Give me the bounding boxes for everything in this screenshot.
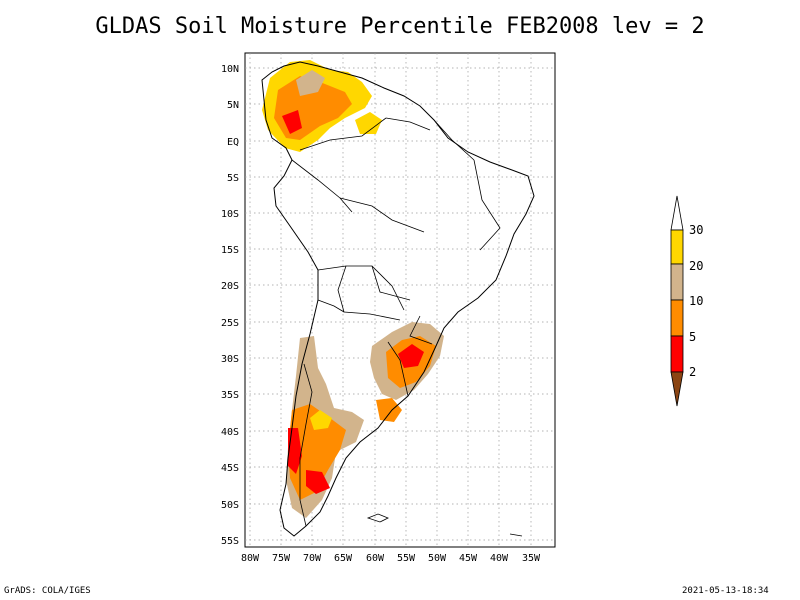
timestamp: 2021-05-13-18:34 (682, 586, 769, 596)
lat-label: 20S (221, 281, 239, 292)
legend-label: 30 (689, 223, 703, 237)
lon-label: 50W (428, 553, 447, 564)
lat-label: 45S (221, 463, 239, 474)
legend-swatch-5-10 (670, 299, 684, 337)
percentile-shading (262, 60, 444, 518)
lat-label: 5N (227, 100, 239, 111)
lon-label: 80W (241, 553, 260, 564)
legend-swatch-20-30 (670, 229, 684, 265)
color-legend (670, 195, 684, 407)
legend-swatch-10-20 (670, 263, 684, 301)
lon-label: 40W (490, 553, 509, 564)
legend-label: 10 (689, 294, 703, 308)
falkland-islands (366, 513, 389, 523)
lon-label: 75W (272, 553, 291, 564)
grads-credit: GrADS: COLA/IGES (4, 586, 91, 596)
lat-label: 25S (221, 318, 239, 329)
south-america-coastline (261, 61, 535, 537)
legend-label: 20 (689, 259, 703, 273)
lat-label: 15S (221, 245, 239, 256)
lat-label: 10S (221, 209, 239, 220)
lat-label: 35S (221, 390, 239, 401)
lon-label: 35W (522, 553, 541, 564)
lon-label: 45W (459, 553, 478, 564)
lon-label: 65W (334, 553, 353, 564)
south-georgia (509, 533, 523, 537)
lat-label: EQ (227, 137, 239, 148)
legend-label: 5 (689, 330, 696, 344)
lat-label: 55S (221, 536, 239, 547)
lon-label: 70W (303, 553, 322, 564)
lat-label: 50S (221, 500, 239, 511)
lon-label: 60W (366, 553, 385, 564)
legend-label: 2 (689, 365, 696, 379)
legend-swatch-2-5 (670, 335, 684, 373)
country-borders (291, 117, 501, 527)
map-title: GLDAS Soil Moisture Percentile FEB2008 l… (95, 14, 705, 39)
lat-label: 40S (221, 427, 239, 438)
lat-label: 30S (221, 354, 239, 365)
lat-label: 10N (221, 64, 239, 75)
legend-swatch-below-2 (670, 371, 684, 407)
lat-label: 5S (227, 173, 239, 184)
lon-label: 55W (397, 553, 416, 564)
legend-swatch-above-30 (670, 195, 684, 231)
